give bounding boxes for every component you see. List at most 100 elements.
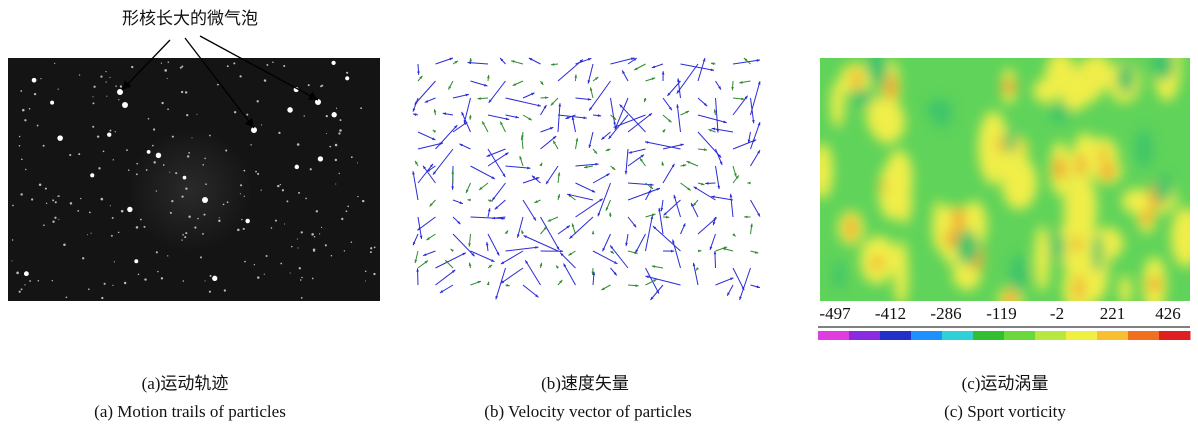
particle <box>58 218 60 220</box>
blob <box>1034 224 1050 293</box>
particle <box>98 167 101 170</box>
vector-head <box>732 233 736 237</box>
particle <box>180 90 184 94</box>
vector <box>645 275 681 286</box>
particle <box>113 261 115 263</box>
particle <box>127 169 130 171</box>
particle <box>278 131 281 135</box>
vector <box>417 216 436 231</box>
vector-head <box>521 230 524 234</box>
vector-head <box>651 265 656 268</box>
vector-head <box>597 114 602 117</box>
particle <box>205 183 207 186</box>
particle <box>69 153 72 157</box>
particle <box>179 66 182 69</box>
particle <box>243 169 246 172</box>
particle <box>299 279 302 281</box>
vector-head <box>692 202 697 207</box>
particle <box>305 197 307 200</box>
particle <box>181 239 183 241</box>
particle <box>274 219 277 222</box>
particle <box>330 254 333 257</box>
particle <box>86 234 88 236</box>
caption-en: (c) Sport vorticity <box>944 402 1066 421</box>
vector-head <box>511 60 515 63</box>
particle <box>184 91 188 94</box>
vector-head <box>610 245 614 249</box>
vector <box>417 142 444 150</box>
vector-head <box>677 78 680 82</box>
particle <box>204 157 206 160</box>
particle <box>155 190 158 192</box>
vector-head <box>711 195 715 199</box>
vector-head <box>653 279 657 282</box>
particle <box>345 210 348 213</box>
blob <box>851 68 861 91</box>
vector-head <box>591 189 596 193</box>
colorbar-label: -119 <box>986 304 1017 323</box>
vector <box>505 165 531 169</box>
caption-en: (b) Velocity vector of particles <box>484 402 691 421</box>
particle <box>80 197 82 200</box>
particle <box>307 84 310 87</box>
vector-head <box>492 197 496 201</box>
particle <box>25 168 27 171</box>
particle <box>137 273 140 276</box>
vector-head <box>634 67 638 71</box>
vector-head <box>433 109 437 113</box>
vector-head <box>709 246 713 250</box>
blob <box>1151 58 1175 81</box>
vector-head <box>651 65 656 69</box>
particle <box>356 162 358 164</box>
particle <box>20 90 23 92</box>
blob <box>866 95 884 134</box>
particle <box>40 78 42 80</box>
vector-head <box>482 121 485 125</box>
vector-head <box>649 185 654 189</box>
particle <box>118 99 120 101</box>
particle <box>82 257 85 260</box>
vector <box>715 165 720 190</box>
particle <box>171 199 174 203</box>
vector-head <box>622 70 625 74</box>
vector-head <box>451 269 456 273</box>
vector-head <box>479 186 483 190</box>
vector <box>750 81 761 116</box>
vector-head <box>571 116 575 121</box>
vector <box>627 154 645 167</box>
particle <box>57 88 59 90</box>
vector-head <box>571 223 575 227</box>
vector-head <box>633 223 637 228</box>
particle <box>90 173 95 178</box>
vector-head <box>575 138 579 142</box>
vector-head <box>489 199 493 202</box>
particle <box>50 100 55 105</box>
blob <box>1050 102 1069 124</box>
vector <box>545 165 559 185</box>
particle <box>266 64 269 66</box>
particle <box>250 144 252 146</box>
vector-head <box>414 101 418 105</box>
vector-head <box>718 86 721 90</box>
particle <box>298 267 302 270</box>
particle <box>57 135 63 141</box>
vector-head <box>439 290 444 293</box>
particle <box>92 96 94 98</box>
vector <box>680 63 715 71</box>
particle <box>202 232 204 235</box>
vector-head <box>467 61 471 65</box>
vector-head <box>531 92 535 96</box>
vector-head <box>605 207 609 211</box>
vector-head <box>552 136 557 140</box>
particle <box>373 246 376 249</box>
vector-head <box>757 122 761 126</box>
particle <box>112 284 114 287</box>
particle <box>12 204 14 207</box>
vector-head <box>523 235 527 239</box>
vector-head <box>668 106 672 111</box>
particle <box>360 107 363 110</box>
vector-head <box>505 117 510 121</box>
colorbar-swatch <box>1035 331 1067 340</box>
particle <box>242 227 245 231</box>
particle <box>58 195 60 197</box>
